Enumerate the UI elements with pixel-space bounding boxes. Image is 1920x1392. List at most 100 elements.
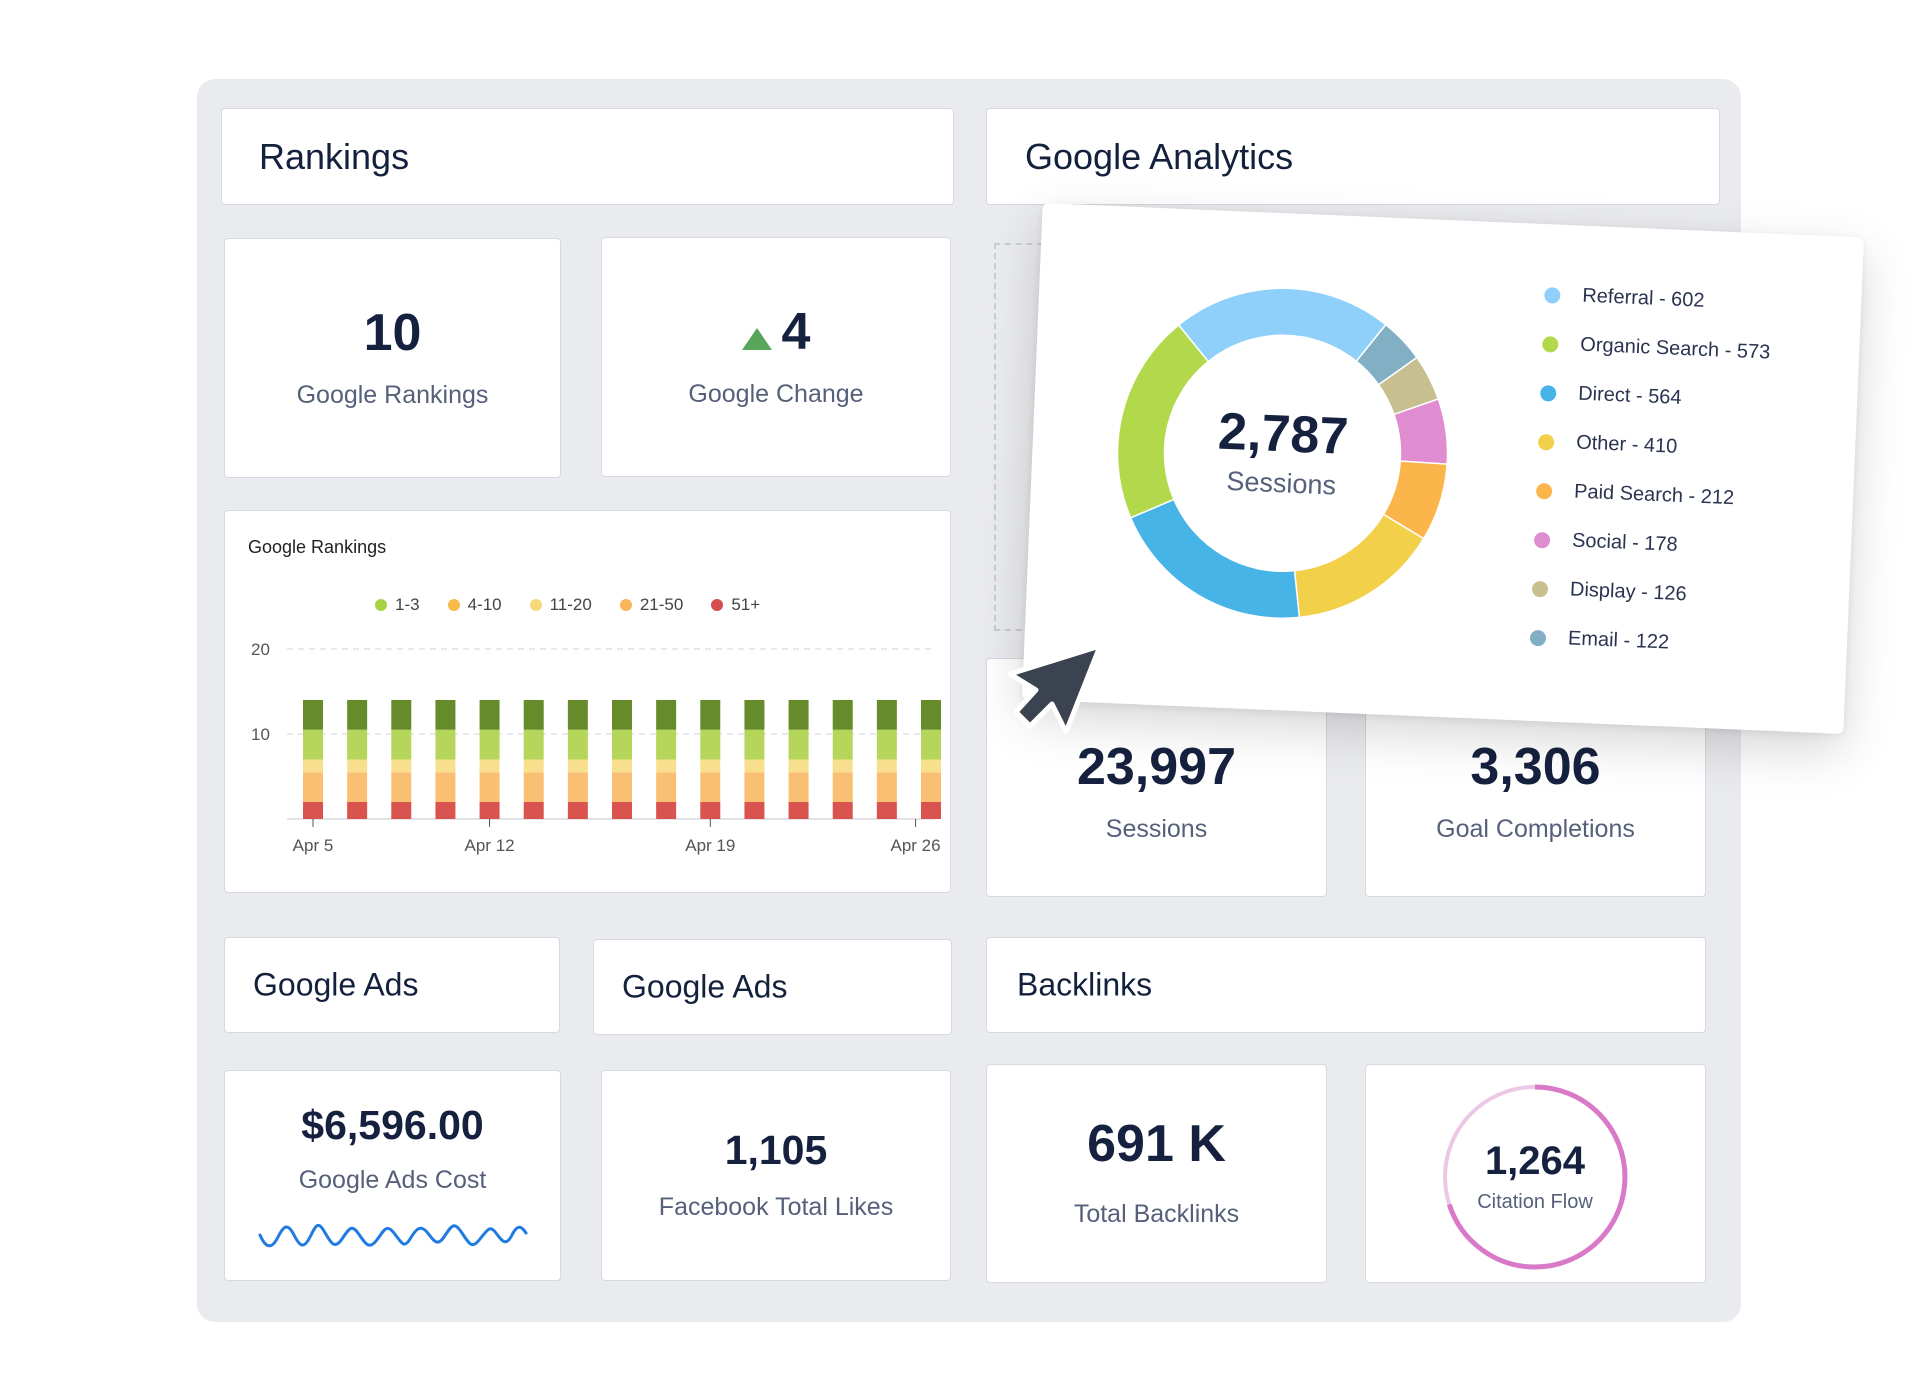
bar-segment[interactable] xyxy=(479,759,500,773)
bar-segment[interactable] xyxy=(788,700,809,730)
bar-segment[interactable] xyxy=(347,802,368,819)
google-ads-header-card-2: Google Ads xyxy=(593,939,952,1035)
legend-item[interactable]: 11-20 xyxy=(529,595,592,615)
bar-segment[interactable] xyxy=(921,772,941,802)
bar-segment[interactable] xyxy=(303,802,323,819)
sessions-breakdown-popup[interactable]: 2,787 Sessions Referral - 602 Organic Sea… xyxy=(1021,203,1865,734)
bar-segment[interactable] xyxy=(435,700,456,730)
bar-segment[interactable] xyxy=(656,700,677,730)
legend-item[interactable]: 4-10 xyxy=(447,595,502,615)
bar-segment[interactable] xyxy=(788,759,809,773)
donut-center-label: Sessions xyxy=(1225,465,1337,501)
legend-item[interactable]: 51+ xyxy=(711,595,760,615)
legend-item[interactable]: 1-3 xyxy=(375,595,420,615)
bar-segment[interactable] xyxy=(479,729,500,760)
bar-segment[interactable] xyxy=(479,700,500,730)
bar-segment[interactable] xyxy=(921,802,941,819)
bar-segment[interactable] xyxy=(832,802,853,819)
bar-segment[interactable] xyxy=(391,700,412,730)
facebook-likes-card[interactable]: 1,105 Facebook Total Likes xyxy=(601,1070,951,1281)
bar-segment[interactable] xyxy=(700,700,721,730)
bar-segment[interactable] xyxy=(921,700,941,730)
bar-segment[interactable] xyxy=(700,729,721,760)
bar-segment[interactable] xyxy=(612,772,632,802)
bar-segment[interactable] xyxy=(832,700,853,730)
bar-segment[interactable] xyxy=(567,802,588,819)
bar-segment[interactable] xyxy=(876,700,897,730)
bar-segment[interactable] xyxy=(832,759,853,773)
bar-segment[interactable] xyxy=(788,802,809,819)
bar-segment[interactable] xyxy=(744,772,765,802)
bar-segment[interactable] xyxy=(656,772,677,802)
bar-segment[interactable] xyxy=(612,700,632,730)
bar-segment[interactable] xyxy=(612,802,632,819)
google-ads-cost-card[interactable]: $6,596.00 Google Ads Cost xyxy=(224,1070,561,1281)
donut-legend-label: Direct - 564 xyxy=(1577,382,1683,409)
bar-segment[interactable] xyxy=(876,772,897,802)
donut-legend-label: Email - 122 xyxy=(1567,627,1670,654)
bar-segment[interactable] xyxy=(612,729,632,760)
bar-segment[interactable] xyxy=(744,802,765,819)
bar-segment[interactable] xyxy=(700,772,721,802)
bar-segment[interactable] xyxy=(303,772,323,802)
total-backlinks-card[interactable]: 691 K Total Backlinks xyxy=(986,1064,1327,1283)
bar-segment[interactable] xyxy=(479,772,500,802)
bar-segment[interactable] xyxy=(744,759,765,773)
bar-segment[interactable] xyxy=(391,729,412,760)
bar-segment[interactable] xyxy=(523,802,544,819)
goals-label: Goal Completions xyxy=(1436,815,1635,843)
bar-segment[interactable] xyxy=(523,759,544,773)
bar-segment[interactable] xyxy=(435,759,456,773)
bar-segment[interactable] xyxy=(567,759,588,773)
bar-segment[interactable] xyxy=(744,700,765,730)
bar-segment[interactable] xyxy=(656,759,677,773)
legend-dot xyxy=(447,599,460,611)
bar-segment[interactable] xyxy=(832,729,853,760)
bar-segment[interactable] xyxy=(303,700,323,730)
rankings-header-card: Rankings xyxy=(221,108,954,205)
citation-flow-card[interactable]: 1,264 Citation Flow xyxy=(1365,1064,1706,1283)
bar-segment[interactable] xyxy=(347,772,368,802)
bar-segment[interactable] xyxy=(876,759,897,773)
bar-segment[interactable] xyxy=(347,729,368,760)
bar-segment[interactable] xyxy=(567,729,588,760)
bar-segment[interactable] xyxy=(567,700,588,730)
bar-segment[interactable] xyxy=(435,729,456,760)
bar-segment[interactable] xyxy=(876,802,897,819)
bar-segment[interactable] xyxy=(612,759,632,773)
bar-segment[interactable] xyxy=(523,772,544,802)
bar-segment[interactable] xyxy=(391,759,412,773)
bar-segment[interactable] xyxy=(523,729,544,760)
google-rankings-chart-card[interactable]: Google Rankings 1-3 4-10 11-20 21-50 51+ 10 2… xyxy=(224,510,951,893)
bar-segment[interactable] xyxy=(303,759,323,773)
bar-segment[interactable] xyxy=(788,729,809,760)
bar-segment[interactable] xyxy=(523,700,544,730)
google-rankings-card[interactable]: 10 Google Rankings xyxy=(224,238,561,478)
bar-segment[interactable] xyxy=(435,802,456,819)
bar-segment[interactable] xyxy=(303,729,323,760)
legend-dot xyxy=(1544,286,1561,304)
bar-segment[interactable] xyxy=(832,772,853,802)
donut-slice-organic-search[interactable] xyxy=(1115,323,1210,521)
bar-segment[interactable] xyxy=(391,772,412,802)
bar-segment[interactable] xyxy=(700,759,721,773)
bar-segment[interactable] xyxy=(656,802,677,819)
bar-segment[interactable] xyxy=(744,729,765,760)
bar-segment[interactable] xyxy=(876,729,897,760)
google-change-card[interactable]: 4 Google Change xyxy=(601,237,951,477)
bar-segment[interactable] xyxy=(435,772,456,802)
donut-legend: Referral - 602 Organic Search - 573 Direct… xyxy=(1529,270,1773,671)
bar-segment[interactable] xyxy=(347,759,368,773)
bar-segment[interactable] xyxy=(921,729,941,760)
bar-segment[interactable] xyxy=(567,772,588,802)
ads-cost-value: $6,596.00 xyxy=(301,1102,484,1148)
bar-segment[interactable] xyxy=(788,772,809,802)
bar-segment[interactable] xyxy=(479,802,500,819)
bar-segment[interactable] xyxy=(347,700,368,730)
bar-segment[interactable] xyxy=(700,802,721,819)
bar-segment[interactable] xyxy=(656,729,677,760)
bar-segment[interactable] xyxy=(391,802,412,819)
legend-item[interactable]: 21-50 xyxy=(619,595,683,615)
bar-segment[interactable] xyxy=(921,759,941,773)
donut-legend-item[interactable]: Email - 122 xyxy=(1529,613,1759,672)
